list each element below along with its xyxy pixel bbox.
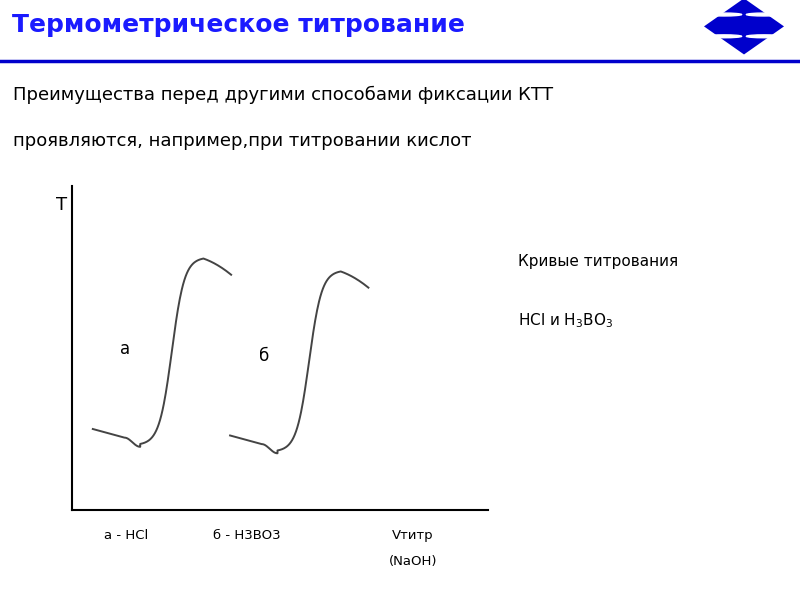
Text: Термометрическое титрование: Термометрическое титрование <box>12 13 465 37</box>
Circle shape <box>706 35 742 38</box>
Text: Преимущества перед другими способами фиксации КТТ: Преимущества перед другими способами фик… <box>13 86 553 104</box>
Text: (NaOH): (NaOH) <box>389 555 438 568</box>
Text: Vтитр: Vтитр <box>392 529 434 542</box>
Circle shape <box>746 13 782 16</box>
Text: проявляются, например,при титровании кислот: проявляются, например,при титровании кис… <box>13 132 471 150</box>
Text: Кривые титрования: Кривые титрования <box>518 254 678 269</box>
Text: б - H3BO3: б - H3BO3 <box>213 529 281 542</box>
Polygon shape <box>704 0 784 55</box>
Circle shape <box>706 13 742 16</box>
Text: HCl и H$_3$BO$_3$: HCl и H$_3$BO$_3$ <box>518 311 614 331</box>
Text: а - HCl: а - HCl <box>104 529 148 542</box>
Text: T: T <box>56 196 67 214</box>
Circle shape <box>746 35 782 38</box>
Text: б: б <box>259 347 270 365</box>
Text: а: а <box>120 340 130 358</box>
